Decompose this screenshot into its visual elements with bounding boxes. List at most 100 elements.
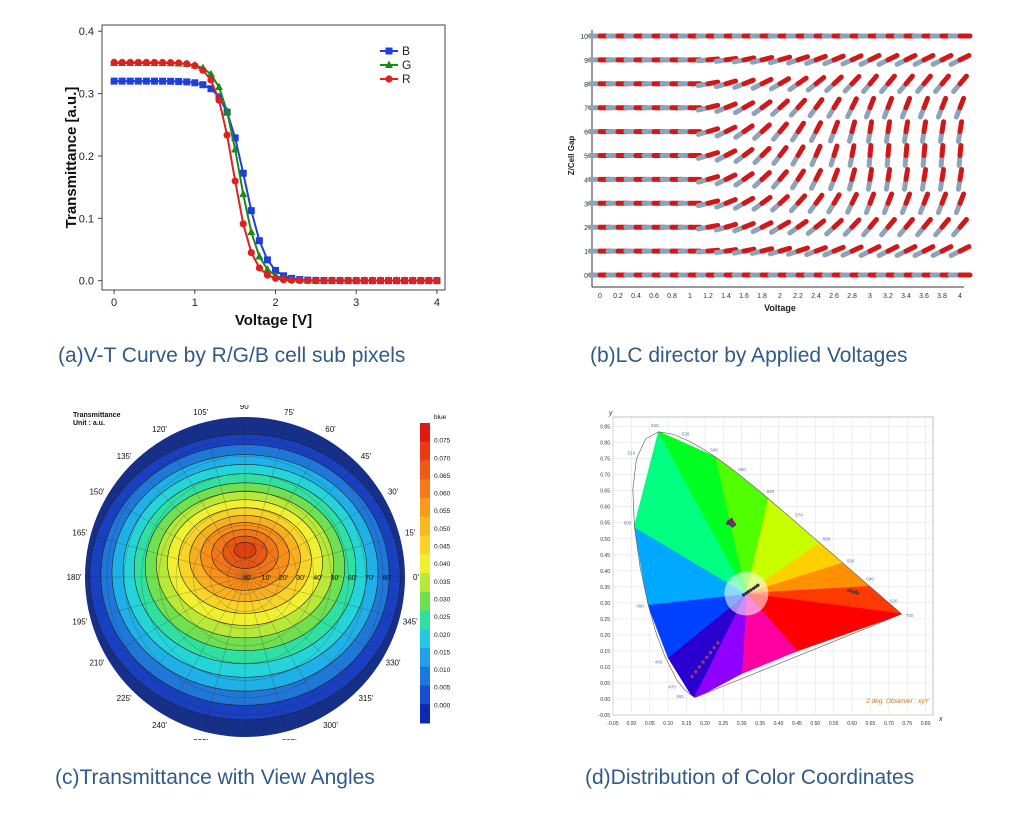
director-rod-head <box>723 55 739 63</box>
azimuth-label: 120' <box>152 425 167 434</box>
director-rod-head <box>831 96 842 111</box>
colorbar-tick-label: 0.000 <box>434 702 450 709</box>
legend-G-label: G <box>402 58 411 72</box>
x-tick-label: 0.75 <box>902 721 912 727</box>
azimuth-label: 60' <box>325 425 336 434</box>
wavelength-label: 620 <box>890 599 898 604</box>
series-R-point <box>255 264 263 272</box>
cie-chromaticity-chart: -0.05 0.00 0.05 0.10 0.15 0.20 0.25 0.30 0.35 0.4… <box>599 410 943 727</box>
series-R-point <box>231 177 239 185</box>
plot-frame <box>101 24 446 291</box>
director-rod-head <box>831 53 846 63</box>
director-rod-head <box>903 244 918 254</box>
x-tick-label: 0.70 <box>884 721 894 727</box>
wavelength-label: 490 <box>636 603 644 608</box>
azimuth-label: 345' <box>403 617 418 626</box>
x-tick-label: 0.05 <box>645 721 655 727</box>
color-point-W <box>744 591 748 595</box>
wavelength-label: 530 <box>682 431 690 436</box>
series-R-point <box>247 248 255 257</box>
x-tick-label: 3.4 <box>901 293 911 300</box>
director-rod-head <box>795 193 808 206</box>
series-G-point <box>255 252 264 260</box>
director-rod-head <box>885 167 893 182</box>
y-tick-label: 0.00 <box>600 697 610 703</box>
color-point-W <box>741 593 746 597</box>
x-tick-label: 3.2 <box>883 293 893 300</box>
y-tick-label: 0.40 <box>600 569 610 575</box>
director-rod-head <box>867 52 882 63</box>
polar-grid-ray <box>244 499 380 578</box>
director-rod-head <box>921 143 928 158</box>
colorbar-tick-label: 0.005 <box>434 685 450 692</box>
director-rod-head <box>849 191 859 206</box>
x-tick-label: 0 <box>598 293 602 300</box>
director-rod-head <box>777 169 789 182</box>
y-tick-label: 0.65 <box>600 489 610 495</box>
director-rod-head <box>795 54 810 63</box>
series-B-point <box>118 77 126 85</box>
series-R-point <box>150 58 159 67</box>
polar-grid-ray <box>167 442 246 578</box>
caption-d: (d)Distribution of Color Coordinates <box>585 766 915 789</box>
x-tick-label: 3.6 <box>919 293 929 300</box>
azimuth-label: 180' <box>67 573 82 582</box>
director-rod-head <box>849 167 858 182</box>
director-rod-head <box>777 76 792 87</box>
azimuth-label: 15' <box>405 529 416 538</box>
series-R-point <box>118 58 126 67</box>
director-rod-head <box>831 192 842 206</box>
colorbar-segment <box>420 610 430 630</box>
polar-angle-label: 40' <box>313 575 322 582</box>
wavelength-label: 470 <box>668 685 676 690</box>
color-point-W <box>749 588 753 592</box>
series-R-point <box>191 62 199 70</box>
series-G-point <box>206 69 215 78</box>
x-tick-label: 2.6 <box>829 293 839 300</box>
colorbar-tick-label: 0.045 <box>434 544 450 551</box>
x-tick-label: 1.2 <box>703 293 713 300</box>
director-rod-head <box>849 53 864 63</box>
polar-grid-ray <box>135 467 246 578</box>
y-tick-label: 7 <box>584 106 588 113</box>
director-rod-head <box>957 191 967 206</box>
y-tick-label: 0.3 <box>79 89 94 101</box>
x-tick-label: -0.05 <box>607 721 619 727</box>
series-R-point <box>142 58 150 67</box>
director-rod-head <box>777 121 789 135</box>
director-rod-head <box>831 143 840 158</box>
director-rod-head <box>939 73 951 87</box>
wavelength-label: 700 <box>906 613 914 618</box>
director-rod-head <box>903 119 911 135</box>
series-B-point <box>255 237 263 245</box>
director-rod-head <box>957 143 964 158</box>
director-rod-head <box>885 217 897 230</box>
director-rod-head <box>921 95 931 111</box>
azimuth-label: 105' <box>193 408 208 417</box>
azimuth-label: 90' <box>240 405 251 411</box>
x-tick-label: 0.10 <box>663 721 673 727</box>
colorbar-tick-label: 0.065 <box>434 473 450 480</box>
director-rod-head <box>759 99 773 111</box>
director-rod-head <box>723 78 739 87</box>
director-rod-head <box>795 168 807 182</box>
series-R-point <box>239 220 247 228</box>
director-rod-head <box>723 172 738 182</box>
director-rod-head <box>759 55 775 63</box>
x-tick-label: 0.15 <box>682 721 692 727</box>
caption-c: (c)Transmittance with View Angles <box>55 766 375 789</box>
legend-G-marker <box>385 60 393 68</box>
director-rod-head <box>777 219 792 230</box>
x-tick-label: 0.30 <box>737 721 747 727</box>
x-tick-label: 2 <box>778 293 782 300</box>
director-rod-head <box>813 192 825 206</box>
y-tick-label: 0.85 <box>600 425 610 431</box>
director-rod-head <box>795 218 809 230</box>
x-tick-label: 3 <box>353 297 359 309</box>
series-B-point <box>199 81 207 89</box>
director-rod-head <box>867 217 879 230</box>
director-rod-head <box>849 143 857 158</box>
color-point-B <box>712 646 716 650</box>
map-unit: Unit : a.u. <box>73 420 105 427</box>
